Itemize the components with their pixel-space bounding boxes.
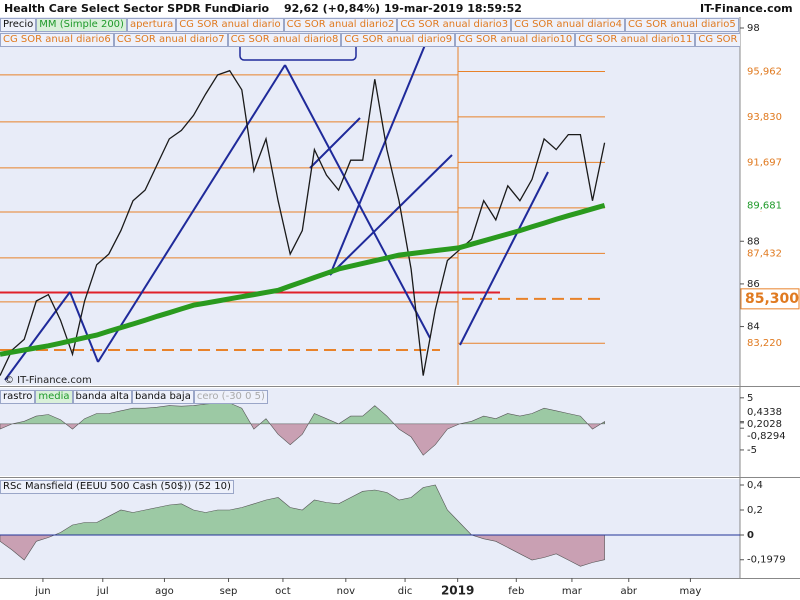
x-tick-label: 2019 xyxy=(441,584,474,598)
level-label: 87,432 xyxy=(747,248,782,259)
trendline xyxy=(284,64,431,339)
y-tick-label: 0,2 xyxy=(747,505,763,516)
legend-tag[interactable]: banda alta xyxy=(72,390,132,404)
dashed-label: 85,300 xyxy=(745,291,799,307)
brand: IT-Finance.com xyxy=(700,2,793,15)
ma-box xyxy=(741,199,791,212)
x-tick-label: oct xyxy=(275,586,291,597)
y-tick-label: 86 xyxy=(747,279,760,290)
y-tick-label: 98 xyxy=(747,23,760,34)
trendline xyxy=(329,154,453,276)
level-label: 83,220 xyxy=(747,338,782,349)
price-box xyxy=(740,288,800,310)
trendline xyxy=(4,291,71,381)
legend-tag[interactable]: apertura xyxy=(126,18,177,32)
last-label: 0,2028 xyxy=(747,419,782,430)
last-label: -0,8294 xyxy=(747,431,786,442)
y-tick-label: 88 xyxy=(747,236,760,247)
level-label: 91,697 xyxy=(747,157,782,168)
price: 92,62 (+0,84%) xyxy=(284,2,381,15)
ma-label: 89,681 xyxy=(747,200,782,211)
level-label: 93,830 xyxy=(747,112,782,123)
title: Health Care Select Sector SPDR Fund xyxy=(4,2,236,15)
main-panel xyxy=(0,17,740,385)
legend-tag[interactable]: Precio xyxy=(0,18,37,32)
trendlines xyxy=(4,37,549,381)
y-tick-label: 5 xyxy=(747,393,753,404)
watermark: © IT-Finance.com xyxy=(4,375,92,386)
series-line xyxy=(0,69,606,376)
legend-tag[interactable]: RSc Mansfield (EEUU 500 Cash (50$)) (52 … xyxy=(0,480,234,494)
legend-tag[interactable]: CG SOR anual diario5 xyxy=(624,18,739,32)
trendline xyxy=(97,64,286,363)
legend-row: CG SOR anual diario6 CG SOR anual diario7… xyxy=(0,33,740,47)
legend-tag[interactable]: CG SOR anual diario xyxy=(176,18,284,32)
area xyxy=(0,424,605,456)
area xyxy=(0,484,605,535)
x-tick-label: sep xyxy=(220,586,238,597)
legend-tag[interactable]: CG SOR anual diario2 xyxy=(283,18,398,32)
y-tick-label: 0,4 xyxy=(747,480,763,491)
area xyxy=(0,402,605,424)
y-tick-label: -5 xyxy=(747,445,757,456)
legend-tag[interactable]: CG SOR anual diario6 xyxy=(0,33,114,47)
legend-tag[interactable]: CG SOR anual xyxy=(695,33,740,47)
legend-tag[interactable]: cero (-30 0 5) xyxy=(193,390,268,404)
period: Diario xyxy=(232,2,270,15)
legend-row: Precio MM (Simple 200) apertura CG SOR an… xyxy=(0,18,740,32)
legend-row: rastro media banda alta banda baja cero (-30… xyxy=(0,390,740,404)
legend-tag[interactable]: media xyxy=(35,390,73,404)
trendline xyxy=(329,44,426,276)
legend-tag[interactable]: CG SOR anual diario3 xyxy=(397,18,512,32)
x-tick-label: nov xyxy=(337,586,355,597)
x-tick-label: mar xyxy=(562,586,583,597)
legend-tag[interactable]: MM (Simple 200) xyxy=(36,18,127,32)
header: Health Care Select Sector SPDR Fund Diar… xyxy=(0,0,800,17)
level-label: 95,962 xyxy=(747,66,782,77)
trendline xyxy=(69,291,99,363)
x-tick-label: abr xyxy=(620,586,637,597)
last-label: -0,1979 xyxy=(747,555,786,566)
legend-tag[interactable]: CG SOR anual diario4 xyxy=(511,18,625,32)
trendline xyxy=(309,117,361,169)
x-tick-label: dic xyxy=(398,586,413,597)
x-tick-label: jul xyxy=(96,586,109,597)
series-line xyxy=(0,202,606,357)
datetime: 19-mar-2019 18:59:52 xyxy=(384,2,522,15)
area xyxy=(0,535,605,567)
x-tick-label: may xyxy=(680,586,702,597)
last-label: 0,4338 xyxy=(747,407,782,418)
legend-tag[interactable]: CG SOR anual diario10 xyxy=(455,33,576,47)
legend-tag[interactable]: CG SOR anual diario7 xyxy=(113,33,228,47)
legend-tag[interactable]: rastro xyxy=(0,390,36,404)
trendline xyxy=(459,171,549,346)
x-tick-label: feb xyxy=(508,586,524,597)
x-tick-label: jun xyxy=(34,586,50,597)
legend-tag[interactable]: CG SOR anual diario11 xyxy=(575,33,696,47)
legend-tag[interactable]: banda baja xyxy=(131,390,194,404)
legend-tag[interactable]: CG SOR anual diario9 xyxy=(341,33,456,47)
legend-tag[interactable]: CG SOR anual diario8 xyxy=(227,33,342,47)
x-tick-label: ago xyxy=(155,586,174,597)
y-tick-label: 84 xyxy=(747,322,760,333)
y-tick-label: 0 xyxy=(747,530,754,541)
